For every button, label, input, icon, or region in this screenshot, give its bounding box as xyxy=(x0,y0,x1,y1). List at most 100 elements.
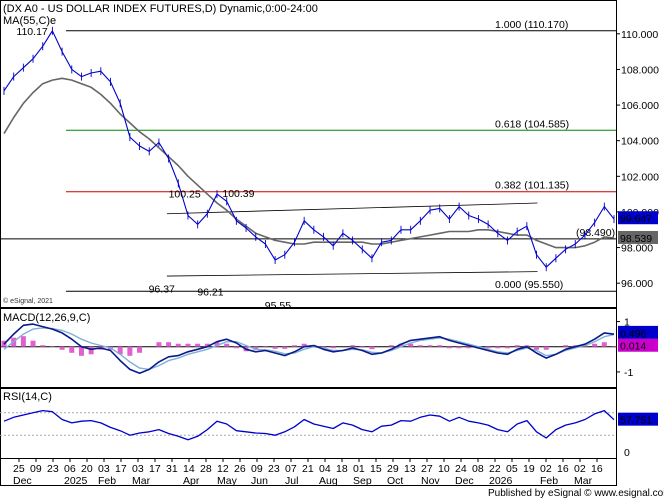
date-day-label: 08 xyxy=(472,463,484,475)
date-day-label: 09 xyxy=(251,463,263,475)
date-month-label: Jun xyxy=(251,475,268,487)
price-axis-label: 108.000 xyxy=(621,64,659,76)
date-day-label: 01 xyxy=(353,463,365,475)
date-month-label: 2025 xyxy=(64,475,88,487)
price-gridlines: 1.000 (110.170) 0.618 (104.585) 0.382 (101… xyxy=(0,19,616,292)
rsi-value-badge: 57.751 xyxy=(620,415,652,427)
price-panel-frame xyxy=(0,0,617,308)
date-day-label: 05 xyxy=(506,463,518,475)
price-annotations: 110.17 100.25 100.39 96.37 96.21 95.55 99.647 9… xyxy=(16,26,658,312)
date-day-label: 17 xyxy=(149,463,161,475)
price-annotation: 95.55 xyxy=(265,300,291,312)
date-day-label: 21 xyxy=(302,463,314,475)
date-day-label: 23 xyxy=(47,463,59,475)
date-day-label: 16 xyxy=(557,463,569,475)
date-day-label: 17 xyxy=(115,463,127,475)
date-month-label: Aug xyxy=(319,475,338,487)
date-day-label: 07 xyxy=(285,463,297,475)
price-annotation: 110.17 xyxy=(16,26,47,38)
date-day-label: 18 xyxy=(336,463,348,475)
date-day-label: 09 xyxy=(30,463,42,475)
date-day-label: 02 xyxy=(540,463,552,475)
fib-label: 0.618 (104.585) xyxy=(495,118,569,130)
price-annotation: 100.39 xyxy=(222,188,254,200)
date-month-label: Oct xyxy=(387,475,403,487)
date-month-label: Dec xyxy=(455,475,474,487)
price-annotation: 96.21 xyxy=(197,286,223,298)
rsi-value-badge-bg xyxy=(618,412,658,426)
date-day-label: 20 xyxy=(81,463,93,475)
fib-label: 1.000 (110.170) xyxy=(495,19,568,31)
date-day-label: 03 xyxy=(132,463,144,475)
date-day-label: 04 xyxy=(319,463,331,475)
date-day-label: 02 xyxy=(574,463,586,475)
macd-value-badge-bg xyxy=(618,325,658,339)
price-axis-label: 98.000 xyxy=(621,243,653,255)
date-day-label: 14 xyxy=(183,463,195,475)
date-day-label: 22 xyxy=(489,463,501,475)
rsi-label: RSI(14,C) xyxy=(3,391,52,403)
footer-text: Published by eSignal © www.esignal.com xyxy=(488,488,664,499)
price-series xyxy=(3,26,615,272)
price-axis-label: 102.000 xyxy=(621,171,659,183)
macd-panel-frame xyxy=(0,308,617,388)
fib-label: 0.000 (95.550) xyxy=(495,279,563,291)
date-month-label: Mar xyxy=(132,475,151,487)
date-month-label: Nov xyxy=(421,475,440,487)
macd-label: MACD(12,26,9,C) xyxy=(3,312,90,324)
date-month-label: Feb xyxy=(98,475,116,487)
date-day-label: 16 xyxy=(591,463,603,475)
date-month-label: Feb xyxy=(540,475,558,487)
price-annotation: 100.25 xyxy=(169,188,201,200)
rsi-panel-frame xyxy=(0,388,617,459)
price-axis-label: 110.000 xyxy=(621,29,658,41)
ma-value-badge: 98.539 xyxy=(620,233,652,245)
date-day-label: 31 xyxy=(166,463,178,475)
macd-axis-label: -1 xyxy=(624,367,633,379)
ma-line xyxy=(3,77,615,249)
price-line xyxy=(3,30,615,268)
macd-hist-badge-bg xyxy=(618,338,658,352)
date-day-label: 03 xyxy=(98,463,110,475)
date-day-label: 19 xyxy=(523,463,535,475)
date-day-label: 23 xyxy=(268,463,280,475)
macd-hist-badge: 0.014 xyxy=(620,341,646,353)
copyright-text: © eSignal, 2021 xyxy=(3,297,53,305)
date-day-label: 29 xyxy=(387,463,399,475)
last-price-badge-bg xyxy=(618,211,658,225)
date-month-label: Dec xyxy=(13,475,32,487)
ma-label: MA(55,C)e xyxy=(3,15,56,27)
date-day-label: 28 xyxy=(200,463,212,475)
macd-value-badge: 0.496 xyxy=(620,328,646,340)
macd-axis-label: 1 xyxy=(624,317,630,329)
channel-line xyxy=(166,202,538,215)
date-day-label: 24 xyxy=(455,463,467,475)
date-day-label: 13 xyxy=(404,463,416,475)
fib-label: 0.382 (101.135) xyxy=(495,180,569,192)
panel-frames xyxy=(0,0,617,486)
rsi-panel: 57.751 0 xyxy=(0,409,658,459)
date-month-label: Sep xyxy=(353,475,372,487)
date-month-label: May xyxy=(217,475,238,487)
date-month-label: Apr xyxy=(183,475,200,487)
last-price-badge: 99.647 xyxy=(620,213,652,225)
rsi-axis-label: 0 xyxy=(624,447,630,459)
ma-value-badge-bg xyxy=(618,230,658,244)
price-axis-label: 96.000 xyxy=(621,278,653,290)
price-axis-label: 104.000 xyxy=(621,136,659,148)
date-day-label: 27 xyxy=(421,463,433,475)
support-label: (98.490) xyxy=(576,227,615,239)
date-day-label: 12 xyxy=(217,463,229,475)
rsi-line xyxy=(3,409,615,441)
price-axis-label: 106.000 xyxy=(621,100,659,112)
date-month-label: Mar xyxy=(574,475,593,487)
price-annotation: 96.37 xyxy=(149,284,175,296)
date-axis-frame xyxy=(0,458,617,486)
date-day-label: 26 xyxy=(234,463,246,475)
macd-line xyxy=(3,323,615,375)
date-day-label: 25 xyxy=(13,463,25,475)
channel-line xyxy=(166,271,538,277)
